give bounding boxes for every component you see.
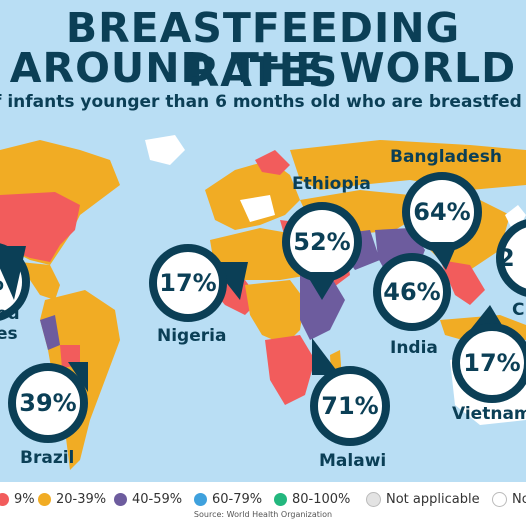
pin-india (373, 253, 451, 331)
pin-ethiopia (282, 202, 362, 300)
pin-nigeria (149, 244, 248, 322)
pct-brazil: 39% (19, 389, 77, 417)
legend-swatch-orange (38, 492, 51, 506)
pct-vietnam: 17% (463, 349, 521, 377)
legend-item-no-data: No (492, 490, 526, 508)
label-india: India (390, 338, 438, 358)
legend-bar (0, 482, 526, 526)
legend-label: 20-39% (56, 491, 107, 507)
greenland-region (145, 135, 185, 165)
pct-malawi: 71% (321, 392, 379, 420)
pct-nigeria: 17% (159, 269, 217, 297)
legend-item-blue: 60-79% (194, 490, 262, 508)
mexico-region (20, 262, 60, 300)
legend-label: No (512, 491, 526, 507)
legend-item-purple: 40-59% (114, 490, 182, 508)
subtitle: f infants younger than 6 months old who … (0, 92, 526, 112)
legend-swatch-red (0, 492, 9, 506)
label-malawi: Malawi (319, 451, 387, 471)
title-line-2: AROUND THE WORLD (9, 44, 517, 92)
pin-vietnam (452, 305, 526, 403)
label-china: C (512, 300, 525, 320)
southern-africa-region (265, 335, 315, 405)
japan-region (505, 205, 526, 235)
legend-item-red: 9% (0, 490, 35, 508)
europe-red-region (255, 150, 290, 175)
legend-label: 9% (14, 491, 35, 507)
label-vietnam: Vietnam (452, 404, 526, 424)
southeast-asia-region (440, 260, 485, 305)
central-africa-region (245, 280, 305, 345)
legend-item-orange: 20-39% (38, 490, 106, 508)
label-bangladesh: Bangladesh (390, 147, 502, 167)
legend-swatch-na (366, 491, 381, 507)
pin-malawi (310, 338, 390, 446)
title-line-1: BREASTFEEDING RATES (65, 4, 461, 96)
pct-bangladesh: 64% (413, 198, 471, 226)
europe-region (205, 160, 300, 230)
legend-swatch-no-data (492, 491, 507, 507)
legend-swatch-purple (114, 492, 127, 506)
label-brazil: Brazil (20, 448, 75, 468)
pct-ethiopia: 52% (293, 228, 351, 256)
pin-china (496, 219, 526, 297)
europe-white-region (240, 195, 275, 222)
pct-china: 2 (498, 244, 515, 272)
pct-united-states: % (0, 268, 27, 296)
russia-region (290, 140, 526, 190)
legend-label: 80-100% (292, 491, 351, 507)
label-ethiopia: Ethiopia (292, 174, 371, 194)
legend-swatch-green (274, 492, 287, 506)
pin-united-states (0, 243, 30, 321)
legend-label: 40-59% (132, 491, 183, 507)
legend-label: Not applicable (386, 491, 480, 507)
source-note: Source: World Health Organization (193, 510, 333, 519)
pin-bangladesh (402, 172, 482, 270)
label-nigeria: Nigeria (157, 326, 227, 346)
pct-india: 46% (383, 278, 441, 306)
legend-item-green: 80-100% (274, 490, 350, 508)
legend-item-na: Not applicable (366, 490, 480, 508)
peru-region (40, 315, 60, 350)
label-united-states: ed es (0, 304, 20, 344)
east-africa-region (300, 270, 345, 340)
pin-brazil (8, 362, 88, 443)
legend-swatch-blue (194, 492, 207, 506)
usa-region (0, 192, 80, 262)
legend-label: 60-79% (212, 491, 263, 507)
